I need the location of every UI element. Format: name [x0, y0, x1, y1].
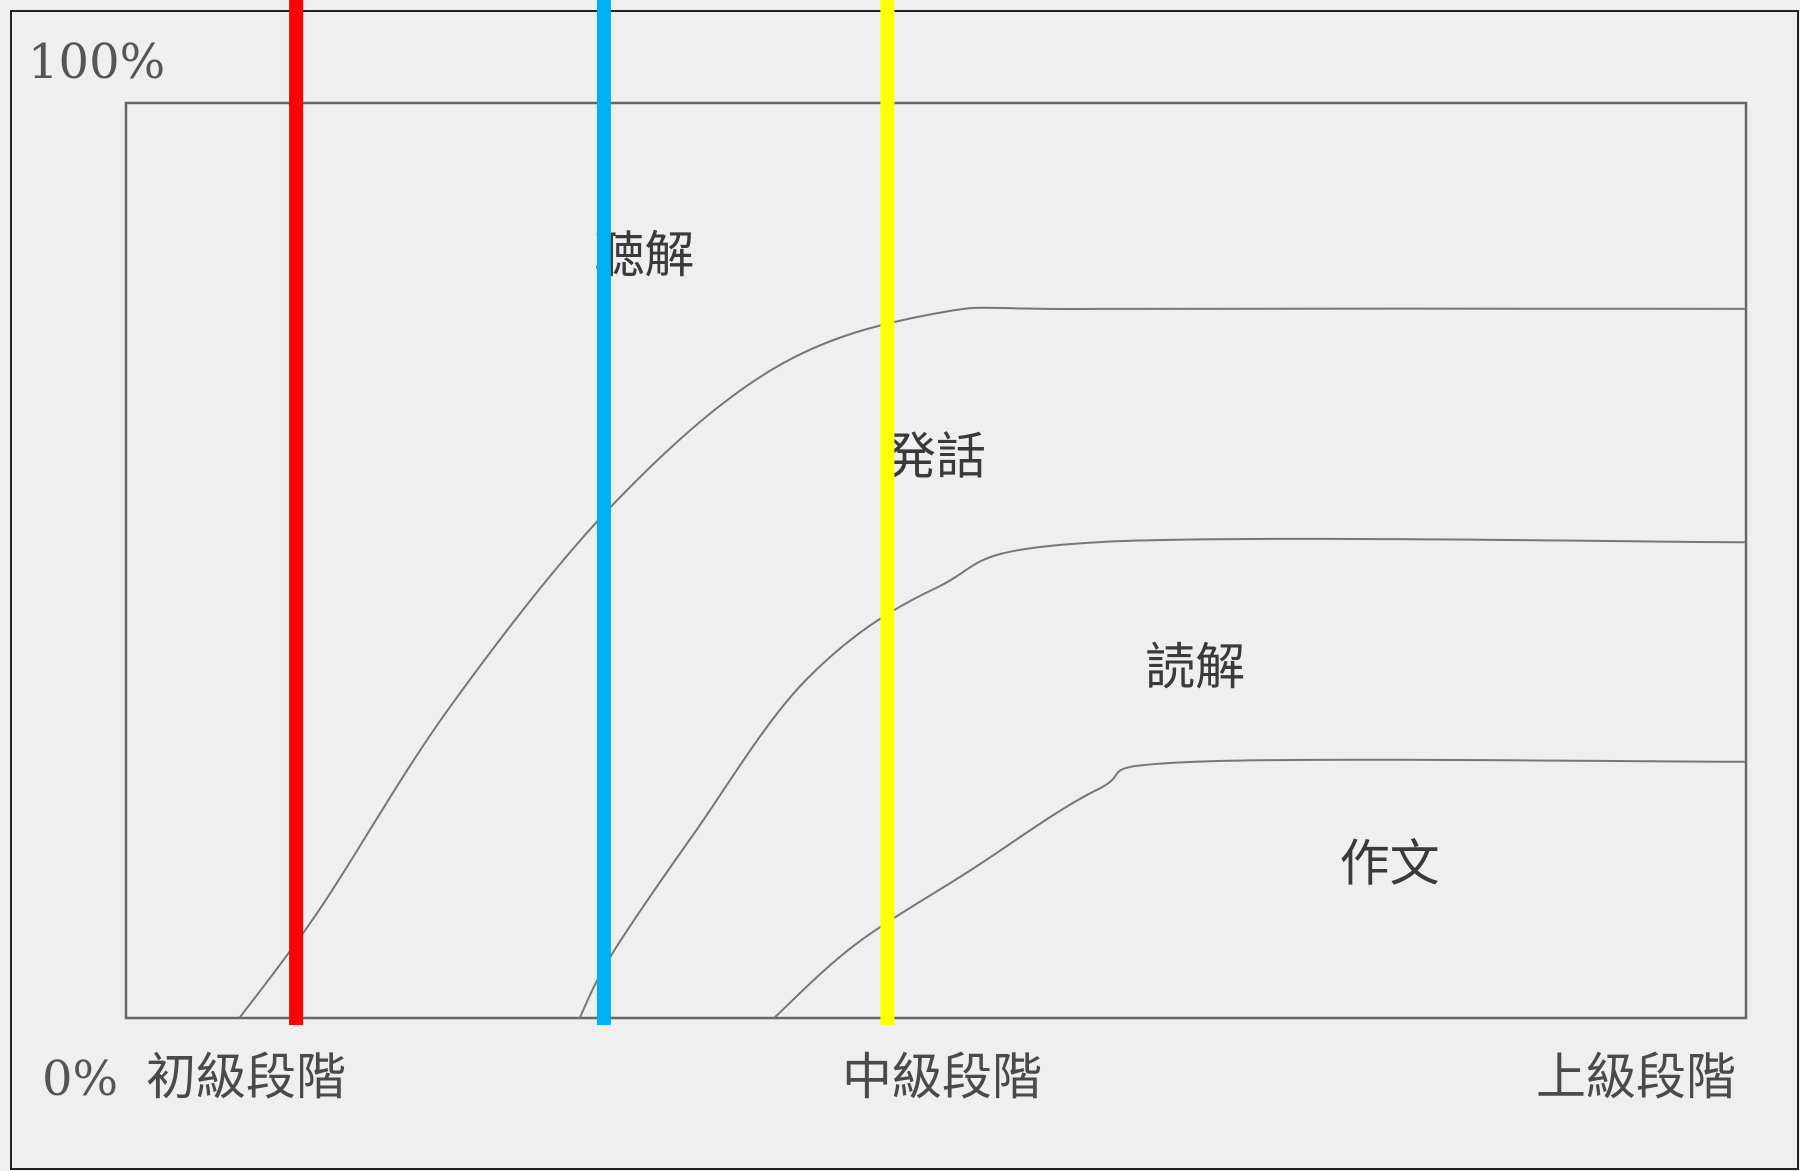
y-tick-label-100: 100%: [28, 34, 165, 90]
boundary-curves: [238, 306, 1747, 1019]
boundary-curve-1: [238, 306, 1747, 1019]
region-label-1: 発話: [886, 427, 986, 485]
region-label-2: 読解: [1145, 638, 1245, 696]
x-tick-label-advanced: 上級段階: [1536, 1048, 1736, 1106]
boundary-curve-3: [773, 758, 1747, 1019]
plot-frame: [124, 101, 1748, 1020]
boundary-curve-2: [578, 537, 1747, 1019]
stage-markers: [289, 0, 895, 1025]
x-tick-label-beginner: 初級段階: [146, 1048, 346, 1106]
x-tick-label-intermediate: 中級段階: [842, 1048, 1042, 1106]
outer-frame: [10, 10, 1799, 1170]
y-tick-label-0: 0%: [42, 1051, 118, 1107]
region-label-0: 聴解: [594, 226, 694, 284]
region-label-3: 作文: [1340, 835, 1440, 893]
